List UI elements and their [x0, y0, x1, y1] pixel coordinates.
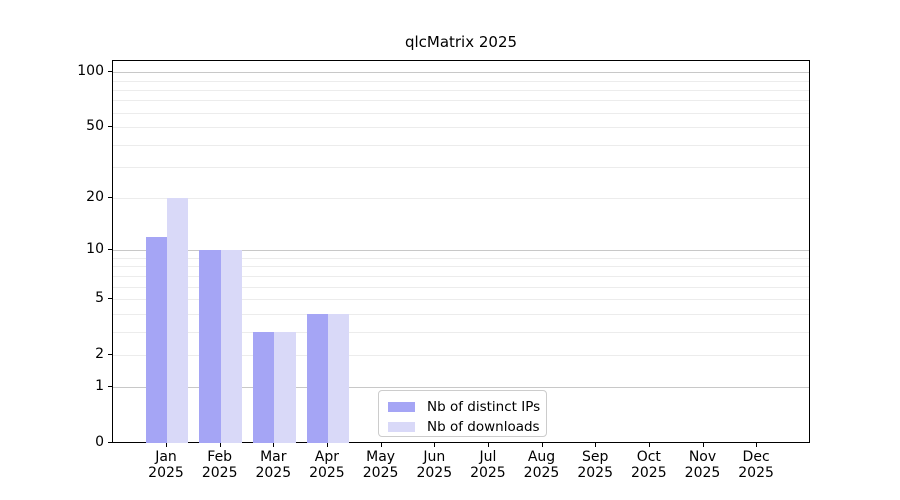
x-tickmark: [273, 443, 275, 447]
y-tickmark: [108, 249, 112, 251]
y-tickmark: [108, 442, 112, 443]
x-tickmark: [434, 443, 436, 447]
x-tickmark: [541, 443, 543, 447]
minor-gridline: [113, 112, 809, 114]
y-tick-label: 5: [95, 290, 104, 306]
bar-jan-downloads: [167, 198, 189, 443]
minor-gridline: [113, 80, 809, 82]
x-tick-label: Sep 2025: [577, 449, 613, 481]
x-tick-label: Oct 2025: [630, 449, 667, 481]
y-tickmark: [108, 71, 112, 73]
minor-gridline: [113, 258, 809, 259]
x-tick-label: Mar 2025: [255, 449, 292, 481]
x-tick-label: Jul 2025: [470, 449, 506, 481]
bar-mar-distinct-ips: [252, 331, 275, 443]
minor-gridline: [113, 167, 809, 168]
y-tick-label: 10: [86, 241, 104, 258]
plot-area: [112, 60, 810, 443]
y-tickmark: [108, 197, 112, 199]
major-gridline: [113, 72, 809, 74]
minor-gridline: [113, 144, 809, 146]
y-tickmark: [108, 126, 112, 127]
minor-gridline: [113, 286, 809, 288]
x-tick-label: Jun 2025: [416, 449, 453, 481]
minor-gridline: [113, 331, 809, 333]
y-tickmark: [108, 353, 112, 355]
x-tick-label: May 2025: [362, 449, 399, 481]
minor-gridline: [113, 313, 809, 315]
minor-gridline: [113, 299, 809, 300]
bar-apr-downloads: [327, 313, 350, 443]
minor-gridline: [113, 198, 809, 200]
minor-gridline: [113, 127, 809, 128]
x-tick-label: Dec 2025: [738, 449, 774, 481]
x-tickmark: [487, 443, 489, 447]
y-tick-label: 1: [95, 378, 104, 395]
x-tickmark: [326, 443, 328, 447]
x-tick-label: Jan 2025: [148, 449, 184, 481]
bar-apr-distinct-ips: [306, 313, 328, 443]
x-tick-label: Nov 2025: [684, 449, 721, 481]
bar-mar-downloads: [274, 331, 296, 443]
minor-gridline: [113, 275, 809, 277]
minor-gridline: [113, 100, 809, 102]
x-tickmark: [702, 443, 704, 447]
minor-gridline: [113, 354, 809, 356]
legend-label-distinct-ips: Nb of distinct IPs: [427, 398, 541, 415]
x-tick-label: Aug 2025: [523, 449, 560, 481]
x-tick-label: Apr 2025: [309, 449, 345, 481]
chart-title: qlcMatrix 2025: [404, 33, 518, 51]
bar-feb-downloads: [220, 250, 243, 443]
x-tickmark: [595, 443, 597, 447]
legend-item-downloads: Nb of downloads: [388, 418, 546, 435]
legend-label-downloads: Nb of downloads: [427, 418, 540, 435]
x-tickmark: [380, 443, 382, 447]
y-tick-label: 0: [95, 434, 104, 450]
y-tick-label: 50: [86, 118, 104, 134]
major-gridline: [113, 387, 809, 389]
x-tick-label: Feb 2025: [201, 449, 238, 481]
x-tickmark: [648, 443, 650, 447]
minor-gridline: [113, 266, 809, 268]
legend-swatch-downloads: [388, 421, 415, 432]
major-gridline: [113, 250, 809, 252]
y-tickmark: [108, 298, 112, 299]
y-tickmark: [108, 386, 112, 388]
bar-jan-distinct-ips: [145, 236, 167, 443]
y-tick-label: 2: [95, 345, 104, 362]
legend-item-distinct-ips: Nb of distinct IPs: [388, 398, 546, 415]
legend-swatch-distinct-ips: [388, 401, 415, 412]
x-tickmark: [219, 443, 221, 447]
x-tickmark: [166, 443, 167, 447]
x-tickmark: [756, 443, 758, 447]
y-tick-label: 20: [86, 189, 104, 206]
bar-feb-distinct-ips: [199, 250, 221, 443]
y-tick-label: 100: [77, 63, 104, 80]
minor-gridline: [113, 89, 809, 91]
legend: Nb of distinct IPs Nb of downloads: [378, 390, 547, 437]
